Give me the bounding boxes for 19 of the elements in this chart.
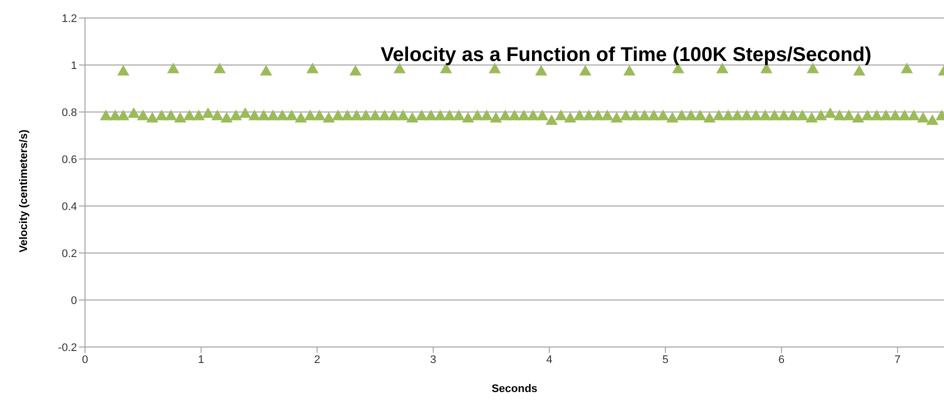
y-tick-label: 1 (70, 60, 77, 72)
y-tick-label: 1.2 (62, 12, 77, 25)
y-tick-label: 0.2 (62, 248, 77, 260)
x-tick-label: 2 (314, 354, 320, 366)
x-tick-label: 6 (778, 354, 785, 366)
y-axis-title: Velocity (centimeters/s) (18, 129, 30, 252)
y-tick-label: 0.6 (62, 154, 77, 166)
y-tick-label: 0.8 (62, 106, 77, 119)
y-tick-label: 0.4 (62, 200, 77, 213)
x-tick-label: 3 (430, 354, 436, 366)
x-tick-label: 4 (546, 354, 552, 366)
y-tick-label: 0 (70, 294, 77, 307)
x-tick-label: 0 (82, 354, 88, 366)
text: Velocity as a Function of Time (100K Steps/Second) (380, 44, 872, 67)
x-axis-title: Seconds (492, 383, 538, 395)
x-tick-label: 1 (198, 354, 204, 366)
x-tick-label: 5 (662, 354, 668, 366)
y-tick-label: -0.2 (58, 342, 77, 354)
x-tick-label: 7 (894, 354, 901, 366)
